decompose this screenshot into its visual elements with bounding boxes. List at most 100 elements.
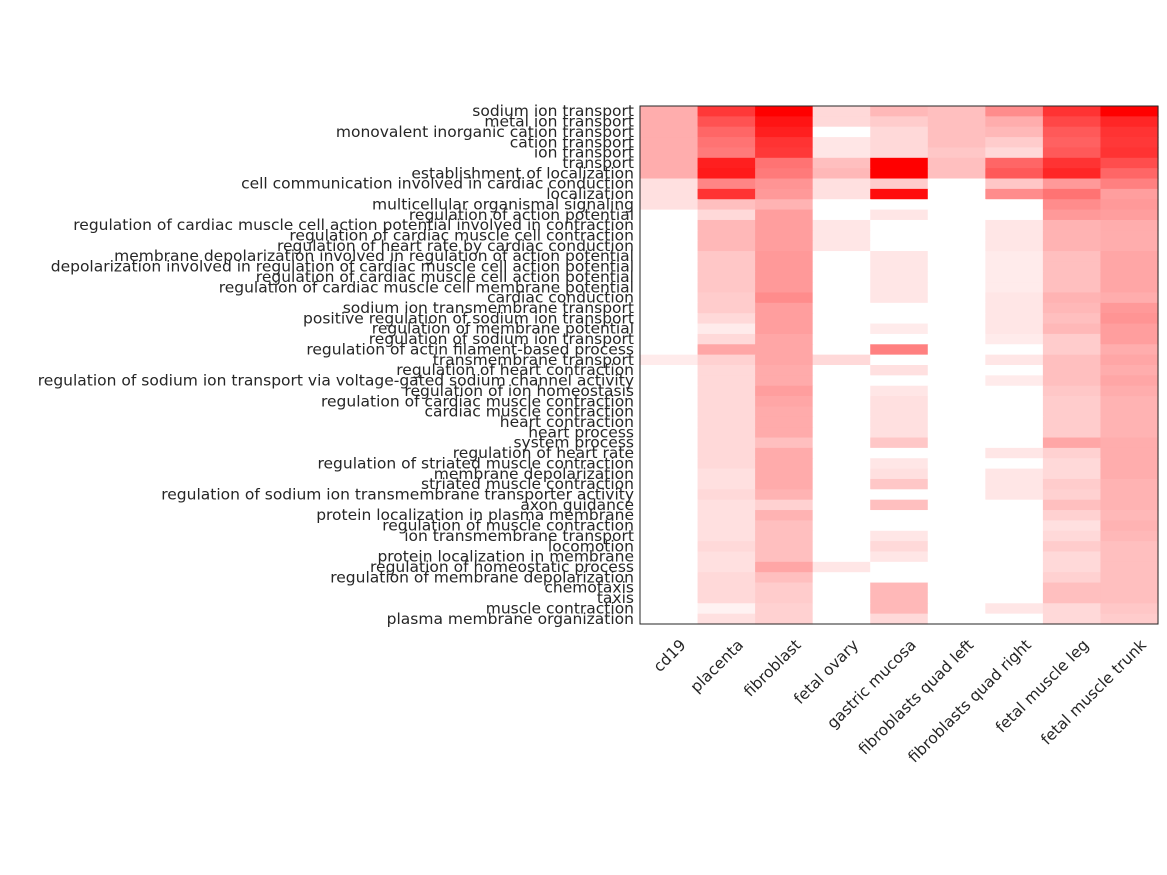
heatmap-cell (697, 178, 756, 190)
heatmap-cell (927, 468, 986, 480)
column-label: cd19 (650, 636, 690, 676)
heatmap-cell (1100, 458, 1159, 470)
heatmap-cell (927, 541, 986, 553)
heatmap-cell (640, 541, 699, 553)
heatmap-cell (812, 106, 871, 117)
heatmap-cell (640, 458, 699, 470)
heatmap-cell (870, 437, 929, 449)
heatmap-cell (697, 468, 756, 480)
heatmap-cell (870, 489, 929, 501)
heatmap-cell (1100, 396, 1159, 408)
heatmap-cell (870, 282, 929, 294)
heatmap-cell (985, 188, 1044, 200)
heatmap-cell (927, 561, 986, 573)
heatmap-cell (927, 157, 986, 169)
row-label: taxis (597, 589, 634, 607)
heatmap-cell (697, 427, 756, 439)
row-label: monovalent inorganic cation transport (336, 123, 634, 141)
heatmap-cell (812, 261, 871, 273)
heatmap-cell (985, 499, 1044, 511)
heatmap-cell (985, 168, 1044, 180)
heatmap-cell (755, 292, 814, 304)
heatmap-cell (755, 416, 814, 428)
heatmap-cell (927, 603, 986, 615)
heatmap-cell (927, 406, 986, 418)
heatmap-cell (1042, 551, 1102, 563)
heatmap-cell (927, 302, 986, 314)
heatmap-cell (985, 592, 1044, 604)
heatmap-cell (870, 416, 929, 428)
column-label: fetal muscle trunk (1037, 636, 1150, 749)
heatmap-cell (1100, 592, 1159, 604)
heatmap-cell (985, 365, 1044, 376)
heatmap-cell (640, 116, 699, 128)
heatmap-cell (1100, 333, 1159, 345)
heatmap-cell (927, 209, 986, 221)
heatmap-cell (1042, 323, 1102, 335)
heatmap-cell (1100, 427, 1159, 439)
heatmap-cell (640, 302, 699, 314)
heatmap-cell (927, 458, 986, 470)
heatmap-cell (1100, 447, 1159, 459)
row-label: protein localization in membrane (377, 548, 634, 566)
row-label: positive regulation of sodium ion transp… (303, 309, 634, 327)
heatmap-cell (870, 561, 929, 573)
heatmap-cell (812, 230, 871, 242)
heatmap-cell (697, 219, 756, 231)
row-label: multicellular organismal signaling (372, 195, 634, 213)
heatmap-cell (697, 354, 756, 366)
heatmap-cell (755, 344, 814, 356)
heatmap-cell (812, 157, 871, 169)
heatmap-cell (697, 147, 756, 159)
heatmap-cell (1042, 499, 1102, 511)
heatmap-cell (640, 344, 699, 356)
heatmap-cell (985, 530, 1044, 542)
heatmap-cell (697, 603, 756, 615)
heatmap-cell (812, 406, 871, 418)
heatmap-cell (755, 126, 814, 138)
heatmap-cell (927, 147, 986, 159)
heatmap-cell (640, 478, 699, 490)
heatmap-cell (640, 427, 699, 439)
heatmap-cell (1042, 437, 1102, 449)
heatmap-cell (1100, 261, 1159, 273)
row-label: membrane depolarization (434, 465, 634, 483)
heatmap-cell (1100, 147, 1159, 159)
heatmap-cell (812, 530, 871, 542)
row-label: depolarization involved in regulation of… (51, 258, 634, 276)
heatmap-cell (985, 541, 1044, 553)
heatmap-cell (812, 603, 871, 615)
heatmap-cell (640, 168, 699, 180)
heatmap-cell (870, 157, 929, 169)
row-label: regulation of cardiac muscle cell membra… (219, 278, 634, 296)
heatmap-cell (812, 478, 871, 490)
heatmap-cell (1100, 168, 1159, 180)
heatmap-cell (640, 209, 699, 221)
heatmap-cell (1100, 313, 1159, 325)
heatmap-cell (870, 251, 929, 262)
heatmap-cell (985, 313, 1044, 325)
heatmap-cell (640, 261, 699, 273)
heatmap-cell (697, 261, 756, 273)
heatmap-cell (1042, 530, 1102, 542)
heatmap-cell (755, 437, 814, 449)
heatmap-cell (870, 365, 929, 376)
heatmap-cell (870, 333, 929, 345)
heatmap-cell (640, 510, 699, 521)
column-label: fibroblasts quad left (855, 636, 977, 758)
heatmap-cell (870, 396, 929, 408)
row-label: regulation of membrane depolarization (330, 568, 634, 586)
heatmap-cell (1042, 613, 1102, 625)
heatmap-cell (927, 251, 986, 262)
heatmap-cell (755, 323, 814, 335)
heatmap-cell (1100, 209, 1159, 221)
heatmap-cell (755, 230, 814, 242)
heatmap-cell (1100, 613, 1159, 625)
heatmap-cell (985, 157, 1044, 169)
heatmap-cell (1100, 406, 1159, 418)
heatmap-cell (1100, 157, 1159, 169)
heatmap-cell (870, 385, 929, 397)
heatmap-cell (1042, 468, 1102, 480)
heatmap-cell (697, 271, 756, 283)
